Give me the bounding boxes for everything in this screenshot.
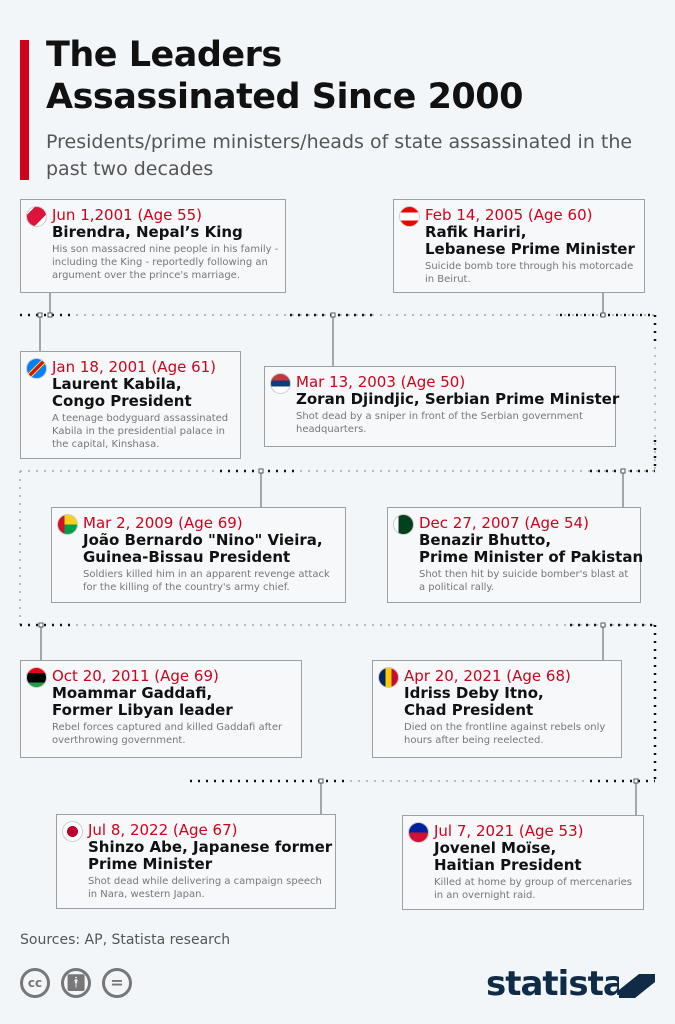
leader-title: Prime Minister of Pakistan (419, 548, 644, 566)
leader-name: Shinzo Abe, Japanese former (88, 838, 333, 856)
leader-title: Lebanese Prime Minister (425, 240, 635, 258)
leader-card: Dec 27, 2007 (Age 54) Benazir Bhutto, Pr… (387, 507, 644, 603)
assassination-date: Feb 14, 2005 (Age 60) (425, 206, 593, 224)
assassination-date: Jun 1,2001 (Age 55) (52, 206, 203, 224)
event-description: Rebel forces captured and killed Gaddafi… (52, 722, 283, 746)
assassination-date: Jul 8, 2022 (Age 67) (88, 821, 238, 839)
attribution-icon[interactable]: 🚹︎ (61, 968, 91, 998)
source-note: Sources: AP, Statista research (20, 932, 231, 948)
leader-card: Mar 2, 2009 (Age 69) João Bernardo "Nino… (51, 507, 346, 603)
leader-title: Chad President (404, 701, 534, 719)
leader-card: Mar 13, 2003 (Age 50) Zoran Djindjic, Se… (264, 366, 620, 447)
page-title: The Leaders Assassinated Since 2000 (46, 34, 523, 118)
event-description: Soldiers killed him in an apparent reven… (83, 569, 330, 593)
event-description: Died on the frontline against rebels onl… (404, 722, 606, 746)
no-derivatives-icon[interactable]: = (102, 968, 132, 998)
creative-commons-icon[interactable]: cc (20, 968, 50, 998)
leader-name: Moammar Gaddafi, (52, 684, 213, 702)
event-description: Killed at home by group of mercenaries i… (434, 877, 632, 901)
leader-card: Jun 1,2001 (Age 55) Birendra, Nepal’s Ki… (20, 199, 286, 293)
pakistan-flag-icon (393, 514, 414, 535)
assassination-date: Mar 13, 2003 (Age 50) (296, 373, 466, 391)
leader-title: Congo President (52, 392, 192, 410)
leader-name: João Bernardo "Nino" Vieira, (83, 531, 323, 549)
leader-name: Zoran Djindjic, Serbian Prime Minister (296, 390, 620, 408)
assassination-date: Jan 18, 2001 (Age 61) (52, 358, 217, 376)
leader-card: Apr 20, 2021 (Age 68) Idriss Deby Itno, … (372, 660, 622, 758)
chad-flag-icon (378, 667, 399, 688)
lebanon-flag-icon (399, 206, 420, 227)
title-line-2: Assassinated Since 2000 (46, 77, 523, 117)
assassination-date: Mar 2, 2009 (Age 69) (83, 514, 243, 532)
event-description: A teenage bodyguard assassinated Kabila … (52, 413, 229, 450)
leader-name: Rafik Hariri, (425, 223, 527, 241)
assassination-date: Jul 7, 2021 (Age 53) (434, 822, 584, 840)
leader-title: Haitian President (434, 856, 582, 874)
event-description: Shot dead by a sniper in front of the Se… (296, 411, 583, 435)
leader-name: Benazir Bhutto, (419, 531, 552, 549)
leader-card: Jan 18, 2001 (Age 61) Laurent Kabila, Co… (20, 351, 241, 459)
assassination-date: Dec 27, 2007 (Age 54) (419, 514, 589, 532)
event-description: His son massacred nine people in his fam… (52, 244, 279, 281)
leader-title: Prime Minister (88, 855, 213, 873)
leader-card: Feb 14, 2005 (Age 60) Rafik Hariri, Leba… (393, 199, 645, 293)
leader-card: Oct 20, 2011 (Age 69) Moammar Gaddafi, F… (20, 660, 302, 758)
haiti-flag-icon (408, 822, 429, 843)
event-description: Shot dead while delivering a campaign sp… (88, 876, 322, 900)
leader-name: Birendra, Nepal’s King (52, 223, 243, 241)
guinea-bissau-flag-icon (57, 514, 78, 535)
leader-title: Guinea-Bissau President (83, 548, 291, 566)
title-accent-bar (20, 40, 29, 180)
leader-card: Jul 7, 2021 (Age 53) Jovenel Moïse, Hait… (402, 815, 644, 910)
congo-flag-icon (26, 358, 47, 379)
libya-flag-icon (26, 667, 47, 688)
leader-name: Jovenel Moïse, (434, 839, 557, 857)
serbia-flag-icon (270, 373, 291, 394)
japan-flag-icon (62, 821, 83, 842)
statista-logo-mark (619, 970, 655, 1002)
subtitle: Presidents/prime ministers/heads of stat… (46, 131, 633, 180)
leader-name: Laurent Kabila, (52, 375, 182, 393)
nepal-flag-icon (26, 206, 47, 227)
assassination-date: Apr 20, 2021 (Age 68) (404, 667, 571, 685)
leader-name: Idriss Deby Itno, (404, 684, 544, 702)
leader-title: Former Libyan leader (52, 701, 233, 719)
statista-logo[interactable]: statista (486, 964, 626, 1004)
assassination-date: Oct 20, 2011 (Age 69) (52, 667, 219, 685)
title-line-1: The Leaders (46, 35, 282, 75)
event-description: Shot then hit by suicide bomber's blast … (419, 569, 629, 593)
leader-card: Jul 8, 2022 (Age 67) Shinzo Abe, Japanes… (56, 814, 336, 909)
event-description: Suicide bomb tore through his motorcade … (425, 261, 634, 285)
